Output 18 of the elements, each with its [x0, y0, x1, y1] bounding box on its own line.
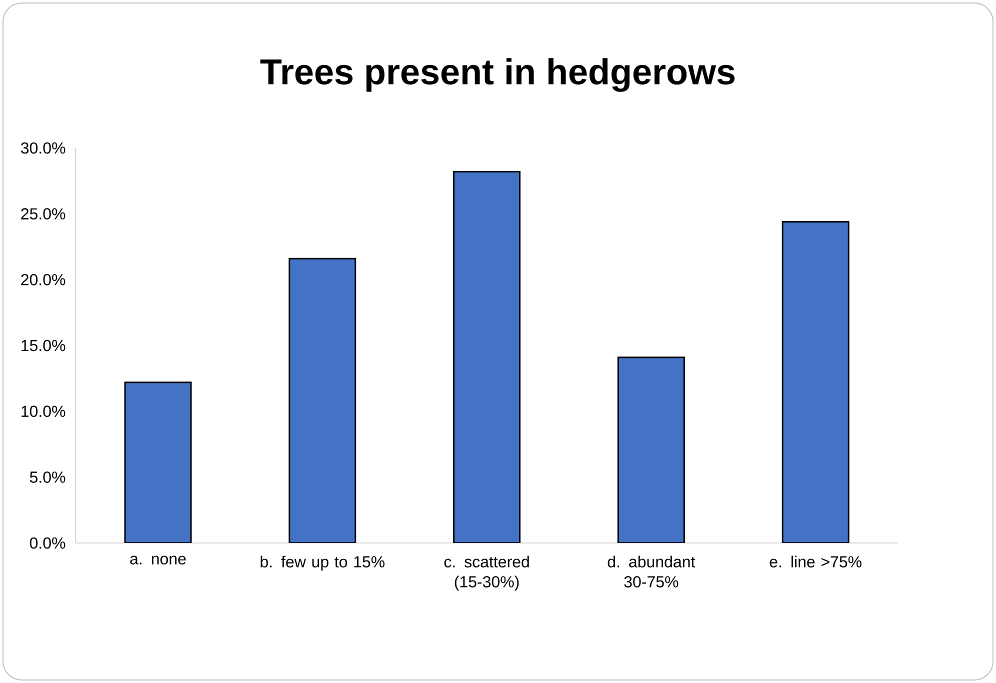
- y-tick-label: 5.0%: [30, 472, 66, 483]
- x-tick-label: c. scattered (15-30%): [444, 556, 529, 591]
- y-tick-label: 0.0%: [30, 537, 66, 549]
- y-tick-label: 30.0%: [21, 142, 66, 154]
- bar: [782, 221, 850, 543]
- y-tick-label: 15.0%: [22, 340, 66, 352]
- x-tick-label: d. abundant 30-75%: [608, 556, 696, 588]
- bar: [617, 356, 685, 543]
- bar: [288, 258, 356, 543]
- x-tick-label: e. line >75%: [770, 556, 862, 568]
- x-tick-label: b. few up to 15%: [260, 556, 385, 571]
- y-tick-label: 25.0%: [21, 208, 66, 220]
- y-tick-label: 20.0%: [21, 274, 66, 286]
- bar: [453, 170, 521, 543]
- bar: [124, 382, 192, 543]
- x-tick-label: a. none: [130, 556, 186, 564]
- y-tick-label: 10.0%: [22, 406, 66, 417]
- chart-title: Trees present in hedgerows: [260, 58, 735, 92]
